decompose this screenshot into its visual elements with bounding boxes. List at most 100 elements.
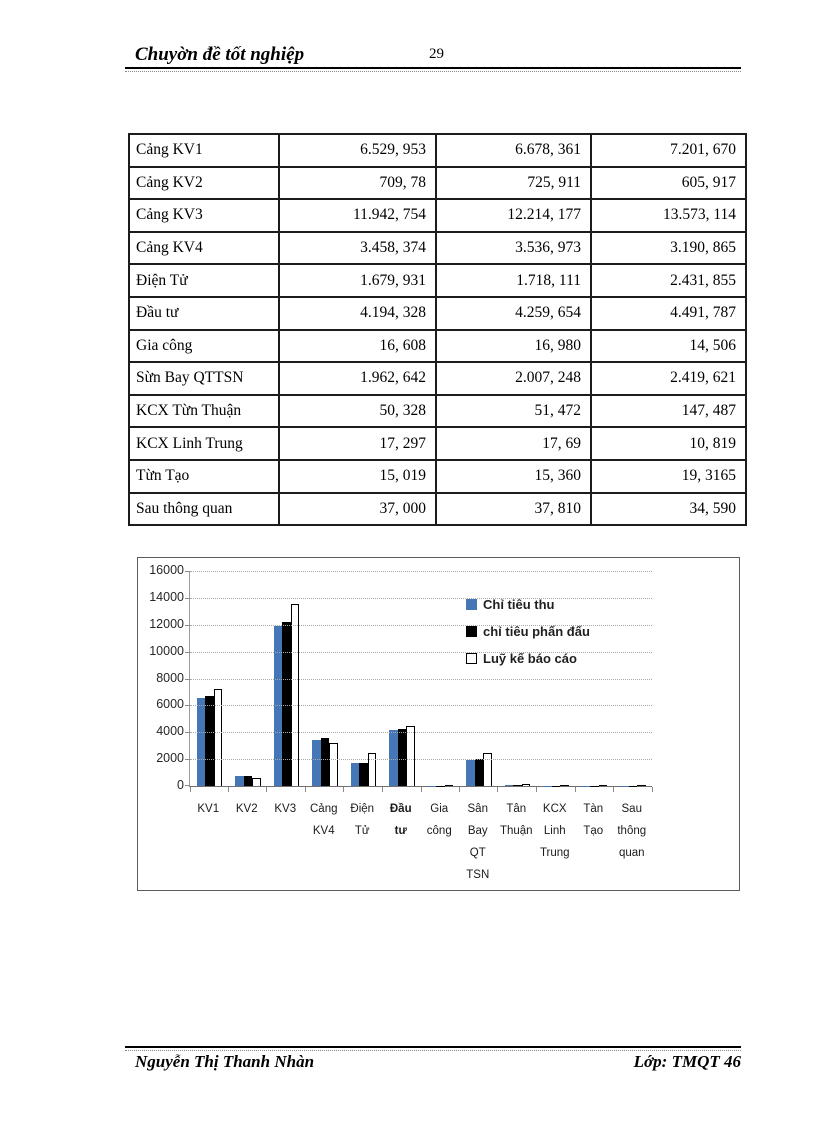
x-axis-category-label: Tàn Tạo: [574, 798, 613, 886]
table-row: Sừn Bay QTTSN 1.962, 642 2.007, 248 2.419, …: [128, 361, 747, 396]
bar: [367, 753, 376, 786]
x-axis-tick: [536, 787, 537, 792]
bar: [196, 698, 205, 786]
row-label: Sau thông quan: [128, 491, 280, 527]
table-row: Sau thông quan 37, 000 37, 810 34, 590: [128, 491, 747, 527]
x-axis-label-line: KV4: [312, 825, 335, 837]
y-axis-tick: [185, 759, 190, 761]
bar-group: [306, 571, 345, 786]
bar: [205, 696, 214, 786]
bar: [252, 777, 261, 786]
bar-group: [537, 571, 576, 786]
data-table-body: Cảng KV1 6.529, 953 6.678, 361 7.201, 670 Cả…: [128, 133, 747, 527]
grid-line: [190, 651, 652, 653]
x-axis-label-line: Điện: [350, 803, 375, 815]
row-value: 7.201, 670: [590, 133, 747, 168]
row-value: 6.678, 361: [435, 133, 592, 168]
x-axis-tick: [574, 787, 576, 792]
row-label: Từn Tạo: [128, 458, 280, 494]
bar-group: [575, 571, 614, 786]
y-axis-tick-label: 10000: [149, 643, 184, 658]
table-row: KCX Từn Thuận 50, 328 51, 472 147, 487: [128, 393, 747, 429]
bar-group: [344, 571, 383, 786]
page-title: Chuyờn đề tốt nghiệp: [135, 44, 305, 65]
x-axis-label-line: KV3: [274, 803, 297, 815]
bar: [598, 785, 607, 786]
x-axis-category-label: Gia công: [420, 798, 459, 886]
y-axis-tick-label: 16000: [149, 563, 184, 577]
x-axis-tick: [227, 787, 229, 792]
bar: [320, 738, 329, 786]
legend-swatch: [466, 599, 477, 610]
bar-group: [229, 571, 268, 786]
legend-label: Chỉ tiêu thu: [483, 597, 555, 612]
x-axis-label-line: TSN: [466, 869, 490, 881]
bar: [513, 785, 522, 786]
y-axis-tick: [185, 705, 190, 707]
bar: [350, 763, 359, 786]
row-value: 1.962, 642: [278, 361, 437, 396]
x-axis-tick: [343, 787, 345, 792]
bar: [213, 689, 222, 786]
grid-line: [190, 624, 652, 626]
legend-entry: Chỉ tiêu thu: [466, 591, 590, 618]
bar: [504, 785, 513, 786]
x-axis-label-line: Cảng: [310, 803, 338, 815]
bar: [406, 725, 415, 786]
row-value: 37, 000: [278, 491, 437, 527]
bar: [290, 603, 299, 786]
bar: [243, 776, 252, 786]
bar: [359, 762, 368, 786]
table-row: Đầu tư 4.194, 328 4.259, 654 4.491, 787: [128, 295, 747, 331]
footer-author: Nguyễn Thị Thanh Nhàn: [135, 1052, 315, 1071]
bar: [521, 784, 530, 786]
x-axis-category-label: Đầu tư: [382, 798, 421, 886]
x-axis-label-line: Tử: [354, 825, 370, 837]
row-label: Sừn Bay QTTSN: [128, 361, 280, 396]
bar: [282, 621, 291, 786]
table-row: Cảng KV3 11.942, 754 12.214, 177 13.573, 11…: [128, 198, 747, 233]
legend-swatch: [466, 653, 477, 664]
row-value: 1.718, 111: [435, 263, 592, 298]
row-value: 13.573, 114: [590, 198, 747, 233]
row-value: 50, 328: [278, 393, 437, 429]
x-axis-label-line: Đầu: [389, 803, 412, 815]
x-axis-tick: [305, 787, 306, 792]
x-axis-tick: [382, 787, 383, 792]
x-axis-label-line: quan: [618, 847, 645, 859]
row-value: 37, 810: [435, 491, 592, 527]
x-axis-label-line: Tàn: [583, 803, 604, 815]
x-axis-category-label: Tân Thuận: [497, 798, 536, 886]
bar: [397, 728, 406, 786]
row-value: 16, 980: [435, 328, 592, 364]
row-value: 19, 3165: [590, 458, 747, 494]
x-axis-category-label: Sân Bay QT TSN: [459, 798, 498, 886]
y-axis-tick-label: 12000: [149, 616, 184, 631]
bar: [329, 743, 338, 786]
x-axis-tick: [189, 787, 191, 792]
table-row: Từn Tạo 15, 019 15, 360 19, 3165: [128, 458, 747, 494]
footer-class-label: Lớp: TMQT 46: [633, 1052, 741, 1071]
row-label: Điện Tử: [128, 263, 280, 298]
x-axis-label-line: tư: [394, 825, 407, 837]
bar: [560, 785, 569, 786]
row-value: 2.431, 855: [590, 263, 747, 298]
row-label: Cảng KV4: [128, 230, 280, 266]
row-value: 725, 911: [435, 165, 592, 201]
bar-group: [614, 571, 653, 786]
bar-group: [460, 571, 499, 786]
bar-group: [190, 571, 229, 786]
x-axis-label-line: thông: [617, 825, 647, 837]
row-value: 4.491, 787: [590, 295, 747, 331]
x-axis-label-line: KV2: [235, 803, 258, 815]
row-value: 4.194, 328: [278, 295, 437, 331]
legend-swatch: [466, 626, 477, 637]
row-label: Cảng KV2: [128, 165, 280, 201]
table-row: Điện Tử 1.679, 931 1.718, 111 2.431, 855: [128, 263, 747, 298]
header-rule: [125, 67, 741, 72]
x-axis-labels: KV1 KV2 KV3 Cảng KV4 Điện Tử Đầu tư Gia công Sân Bay…: [189, 798, 651, 886]
row-value: 4.259, 654: [435, 295, 592, 331]
row-label: Cảng KV1: [128, 133, 280, 168]
table-row: Gia công 16, 608 16, 980 14, 506: [128, 328, 747, 364]
